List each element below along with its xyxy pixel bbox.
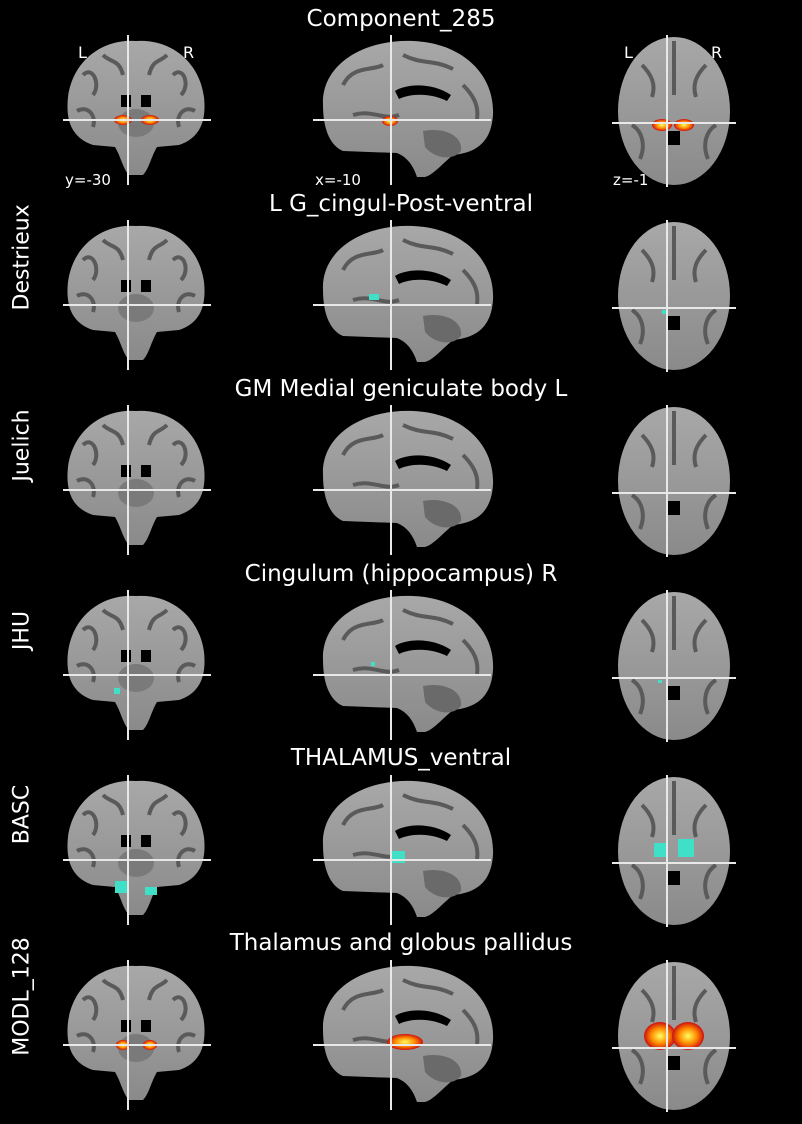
row-title-3: Cingulum (hippocampus) R [244, 561, 558, 587]
sagittal-slice-1 [313, 220, 494, 370]
row-title-4: THALAMUS_ventral [290, 745, 512, 771]
coronal-slice-3 [63, 590, 211, 740]
axial-slice-5 [612, 960, 736, 1112]
sagittal-slice-4 [313, 775, 494, 925]
orientation-right-axial: R [711, 43, 723, 62]
row-label-jhu: JHU [9, 610, 35, 651]
coord-sagittal: x=-10 [315, 171, 361, 189]
row-title-1: L G_cingul-Post-ventral [268, 191, 534, 217]
row-label-destrieux: Destrieux [9, 204, 35, 311]
coronal-slice-2 [63, 405, 211, 555]
row-title-5: Thalamus and globus pallidus [229, 930, 573, 956]
coronal-slice-1 [63, 220, 211, 370]
row-label-modl-128: MODL_128 [9, 937, 35, 1056]
axial-slice-1 [612, 220, 736, 372]
axial-slice-4 [612, 775, 736, 927]
row-label-juelich: Juelich [9, 409, 35, 482]
axial-slice-2 [612, 405, 736, 557]
coronal-slice-0 [63, 35, 211, 185]
row-title-2: GM Medial geniculate body L [234, 376, 568, 402]
orientation-left-coronal: L [78, 43, 87, 62]
orientation-left-axial: L [624, 43, 633, 62]
coord-coronal: y=-30 [65, 171, 111, 189]
sagittal-slice-3 [313, 590, 494, 740]
coord-axial: z=-1 [613, 171, 649, 189]
axial-slice-3 [612, 590, 736, 742]
row-label-basc: BASC [9, 784, 35, 845]
axial-slice-0 [612, 35, 736, 187]
sagittal-slice-0 [313, 35, 494, 185]
coronal-slice-4 [63, 775, 211, 925]
row-title-0: Component_285 [306, 6, 496, 32]
sagittal-slice-2 [313, 405, 494, 555]
orientation-right-coronal: R [183, 43, 195, 62]
coronal-slice-5 [63, 960, 211, 1110]
sagittal-slice-5 [313, 960, 494, 1110]
